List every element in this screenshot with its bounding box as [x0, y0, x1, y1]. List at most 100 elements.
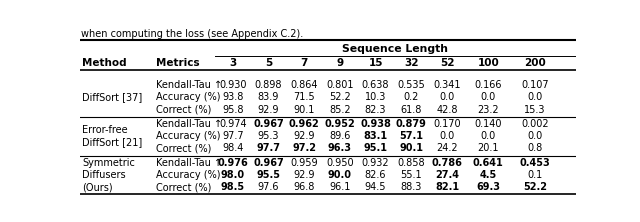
Text: 95.3: 95.3: [258, 131, 279, 141]
Text: 32: 32: [404, 57, 419, 67]
Text: 82.6: 82.6: [365, 170, 387, 180]
Text: 98.4: 98.4: [222, 143, 243, 153]
Text: 94.5: 94.5: [365, 182, 387, 192]
Text: 0.879: 0.879: [396, 119, 427, 129]
Text: 0.0: 0.0: [527, 131, 543, 141]
Text: 0.967: 0.967: [253, 158, 284, 168]
Text: 42.8: 42.8: [436, 105, 458, 115]
Text: Method: Method: [83, 57, 127, 67]
Text: 0.638: 0.638: [362, 80, 389, 90]
Text: Correct (%): Correct (%): [156, 105, 211, 115]
Text: 0.0: 0.0: [527, 93, 543, 103]
Text: 0.0: 0.0: [481, 131, 496, 141]
Text: 93.8: 93.8: [222, 93, 243, 103]
Text: 0.170: 0.170: [433, 119, 461, 129]
Text: 90.0: 90.0: [328, 170, 352, 180]
Text: 98.0: 98.0: [221, 170, 245, 180]
Text: 52.2: 52.2: [329, 93, 351, 103]
Text: 52: 52: [440, 57, 454, 67]
Text: 0.0: 0.0: [440, 93, 454, 103]
Text: 0.962: 0.962: [289, 119, 319, 129]
Text: 96.1: 96.1: [329, 182, 351, 192]
Text: 0.341: 0.341: [433, 80, 461, 90]
Text: 0.976: 0.976: [218, 158, 248, 168]
Text: 95.8: 95.8: [222, 105, 243, 115]
Text: 89.6: 89.6: [329, 131, 351, 141]
Text: 15.3: 15.3: [524, 105, 545, 115]
Text: 0.453: 0.453: [520, 158, 550, 168]
Text: 24.2: 24.2: [436, 143, 458, 153]
Text: Sequence Length: Sequence Length: [342, 44, 449, 54]
Text: 0.974: 0.974: [219, 119, 246, 129]
Text: Accuracy (%): Accuracy (%): [156, 93, 220, 103]
Text: 0.2: 0.2: [404, 93, 419, 103]
Text: 200: 200: [524, 57, 546, 67]
Text: 69.3: 69.3: [476, 182, 500, 192]
Text: 0.938: 0.938: [360, 119, 391, 129]
Text: 97.6: 97.6: [258, 182, 279, 192]
Text: Metrics: Metrics: [156, 57, 200, 67]
Text: Kendall-Tau ↑: Kendall-Tau ↑: [156, 80, 222, 90]
Text: 100: 100: [477, 57, 499, 67]
Text: 57.1: 57.1: [399, 131, 423, 141]
Text: 55.1: 55.1: [401, 170, 422, 180]
Text: 0.950: 0.950: [326, 158, 354, 168]
Text: 0.930: 0.930: [219, 80, 246, 90]
Text: 92.9: 92.9: [294, 170, 315, 180]
Text: 0.967: 0.967: [253, 119, 284, 129]
Text: 0.1: 0.1: [527, 170, 543, 180]
Text: 0.641: 0.641: [473, 158, 504, 168]
Text: 9: 9: [337, 57, 344, 67]
Text: 0.535: 0.535: [397, 80, 425, 90]
Text: 98.5: 98.5: [221, 182, 245, 192]
Text: 97.7: 97.7: [257, 143, 280, 153]
Text: 0.858: 0.858: [397, 158, 425, 168]
Text: Kendall-Tau ↑: Kendall-Tau ↑: [156, 119, 222, 129]
Text: 97.2: 97.2: [292, 143, 316, 153]
Text: 83.1: 83.1: [364, 131, 388, 141]
Text: 95.5: 95.5: [257, 170, 280, 180]
Text: 3: 3: [229, 57, 236, 67]
Text: Accuracy (%): Accuracy (%): [156, 131, 220, 141]
Text: 97.7: 97.7: [222, 131, 244, 141]
Text: 0.952: 0.952: [324, 119, 355, 129]
Text: 7: 7: [301, 57, 308, 67]
Text: 0.002: 0.002: [521, 119, 548, 129]
Text: 92.9: 92.9: [258, 105, 279, 115]
Text: 0.864: 0.864: [291, 80, 318, 90]
Text: DiffSort [37]: DiffSort [37]: [83, 93, 143, 103]
Text: 27.4: 27.4: [435, 170, 459, 180]
Text: 61.8: 61.8: [401, 105, 422, 115]
Text: 85.2: 85.2: [329, 105, 351, 115]
Text: 0.898: 0.898: [255, 80, 282, 90]
Text: 5: 5: [265, 57, 272, 67]
Text: 4.5: 4.5: [479, 170, 497, 180]
Text: 0.786: 0.786: [431, 158, 463, 168]
Text: Symmetric
Diffusers
(Ours): Symmetric Diffusers (Ours): [83, 158, 135, 192]
Text: Correct (%): Correct (%): [156, 182, 211, 192]
Text: 23.2: 23.2: [477, 105, 499, 115]
Text: 90.1: 90.1: [399, 143, 423, 153]
Text: Error-free
DiffSort [21]: Error-free DiffSort [21]: [83, 125, 143, 147]
Text: 88.3: 88.3: [401, 182, 422, 192]
Text: 0.801: 0.801: [326, 80, 354, 90]
Text: 0.107: 0.107: [521, 80, 548, 90]
Text: 15: 15: [369, 57, 383, 67]
Text: 96.8: 96.8: [294, 182, 315, 192]
Text: 0.8: 0.8: [527, 143, 543, 153]
Text: 0.932: 0.932: [362, 158, 389, 168]
Text: Kendall-Tau ↑: Kendall-Tau ↑: [156, 158, 222, 168]
Text: 96.3: 96.3: [328, 143, 352, 153]
Text: 20.1: 20.1: [477, 143, 499, 153]
Text: 83.9: 83.9: [258, 93, 279, 103]
Text: 92.9: 92.9: [294, 131, 315, 141]
Text: 0.140: 0.140: [474, 119, 502, 129]
Text: 0.0: 0.0: [440, 131, 454, 141]
Text: 52.2: 52.2: [523, 182, 547, 192]
Text: 82.3: 82.3: [365, 105, 387, 115]
Text: Correct (%): Correct (%): [156, 143, 211, 153]
Text: 71.5: 71.5: [293, 93, 315, 103]
Text: 0.166: 0.166: [474, 80, 502, 90]
Text: 90.1: 90.1: [294, 105, 315, 115]
Text: 95.1: 95.1: [364, 143, 388, 153]
